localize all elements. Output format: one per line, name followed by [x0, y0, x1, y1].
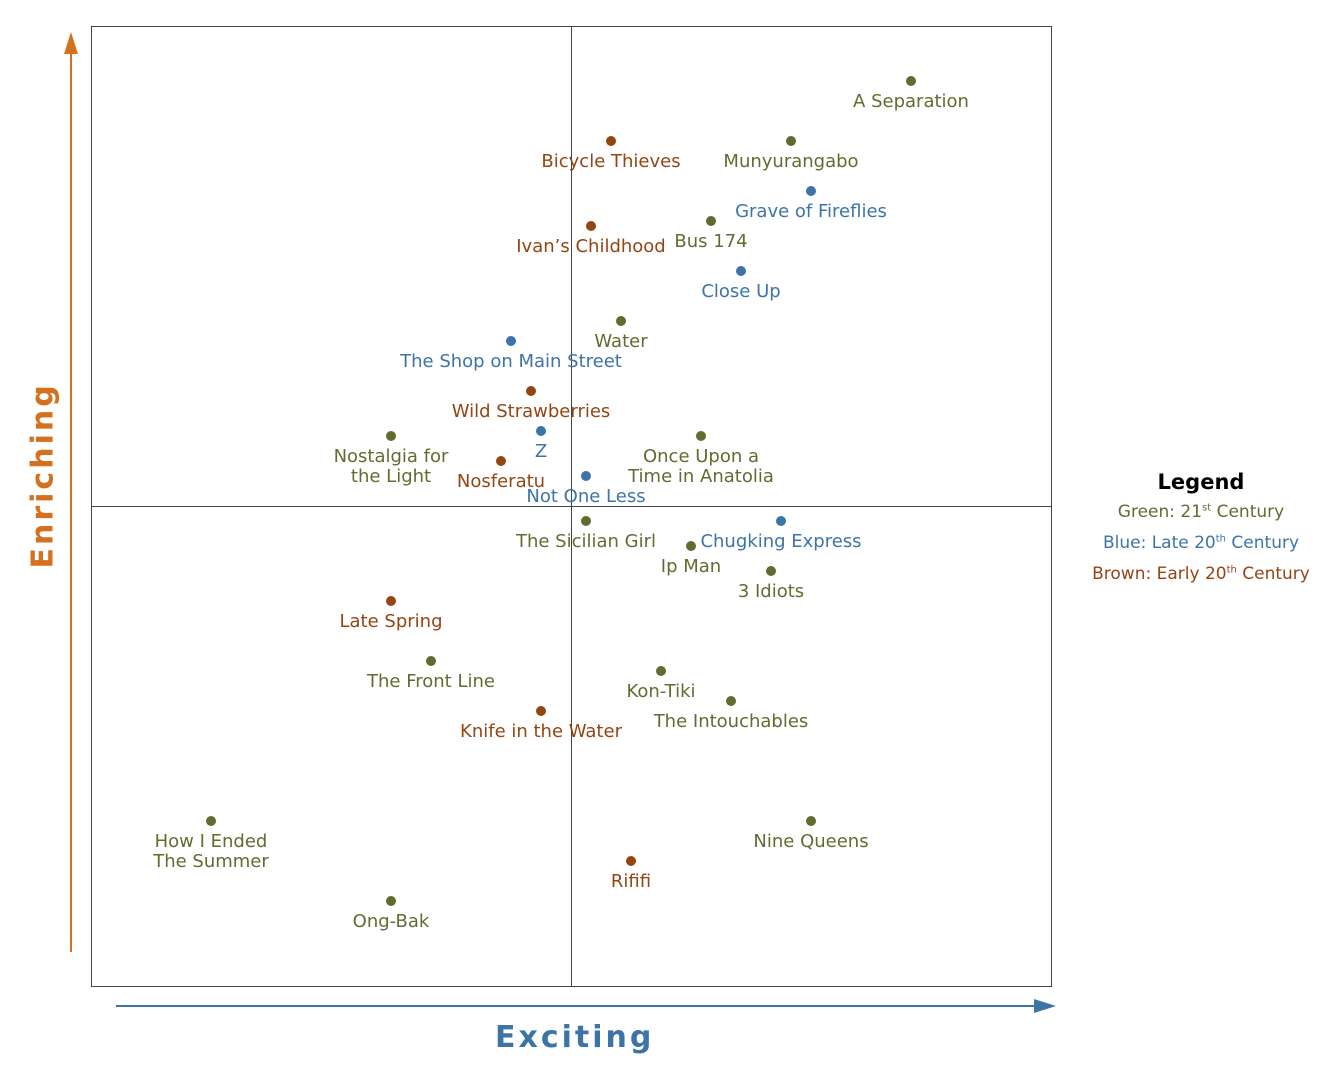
- legend-entry-brown: Brown: Early 20th Century: [1092, 564, 1310, 584]
- data-point: [616, 316, 626, 326]
- legend-entry-green: Green: 21st Century: [1117, 502, 1285, 522]
- legend-entry-blue: Blue: Late 20th Century: [1102, 533, 1300, 553]
- point-label: 3 Idiots: [738, 581, 804, 602]
- point-label: How I Ended: [155, 831, 268, 852]
- data-point: [686, 541, 696, 551]
- point-label: Munyurangabo: [723, 151, 858, 172]
- point-label: Nine Queens: [753, 831, 868, 852]
- data-point: [706, 216, 716, 226]
- y-arrow-head: [64, 32, 78, 54]
- data-point: [736, 266, 746, 276]
- y-axis-title: Enriching: [25, 382, 61, 569]
- point-label: Time in Anatolia: [627, 466, 774, 487]
- data-point: [806, 816, 816, 826]
- point-label: The Summer: [152, 851, 269, 872]
- data-point: [581, 516, 591, 526]
- point-label: Z: [535, 441, 547, 462]
- legend: Legend Green: 21st Century Blue: Late 20…: [1070, 470, 1332, 595]
- point-label: Grave of Fireflies: [735, 201, 887, 222]
- x-axis-title: Exciting: [495, 1020, 655, 1055]
- point-label: Late Spring: [340, 611, 443, 632]
- data-point: [386, 896, 396, 906]
- data-point: [806, 186, 816, 196]
- data-point: [906, 76, 916, 86]
- point-label: the Light: [351, 466, 431, 487]
- point-label: A Separation: [853, 91, 969, 112]
- point-label: Rififi: [611, 871, 651, 892]
- data-point: [581, 471, 591, 481]
- point-label: Nosferatu: [457, 471, 545, 492]
- point-label: Water: [594, 331, 648, 352]
- data-point: [526, 386, 536, 396]
- point-label: Close Up: [701, 281, 780, 302]
- data-point: [726, 696, 736, 706]
- data-point: [206, 816, 216, 826]
- legend-title: Legend: [1157, 470, 1245, 494]
- point-label: Bus 174: [674, 231, 747, 252]
- data-point: [426, 656, 436, 666]
- x-arrow-head: [1034, 999, 1056, 1013]
- point-label: Bicycle Thieves: [541, 151, 680, 172]
- point-label: The Sicilian Girl: [515, 531, 656, 552]
- point-label: Not One Less: [526, 486, 645, 507]
- point-label: Knife in the Water: [460, 721, 623, 742]
- point-label: Ivan’s Childhood: [516, 236, 665, 257]
- data-point: [606, 136, 616, 146]
- data-point: [656, 666, 666, 676]
- data-point: [776, 516, 786, 526]
- point-label: The Shop on Main Street: [399, 351, 622, 372]
- data-point: [386, 596, 396, 606]
- point-label: Chugking Express: [700, 531, 861, 552]
- data-point: [536, 426, 546, 436]
- point-label: Kon-Tiki: [626, 681, 695, 702]
- point-label: Wild Strawberries: [452, 401, 611, 422]
- point-label: Ip Man: [661, 556, 721, 577]
- data-point: [696, 431, 706, 441]
- data-point: [626, 856, 636, 866]
- data-point: [586, 221, 596, 231]
- data-point: [386, 431, 396, 441]
- data-point: [766, 566, 776, 576]
- point-label: The Front Line: [366, 671, 495, 692]
- data-point: [786, 136, 796, 146]
- point-label: Ong-Bak: [353, 911, 430, 932]
- point-label: Once Upon a: [643, 446, 759, 467]
- point-label: The Intouchables: [653, 711, 809, 732]
- data-point: [506, 336, 516, 346]
- data-point: [496, 456, 506, 466]
- data-point: [536, 706, 546, 716]
- point-label: Nostalgia for: [334, 446, 449, 467]
